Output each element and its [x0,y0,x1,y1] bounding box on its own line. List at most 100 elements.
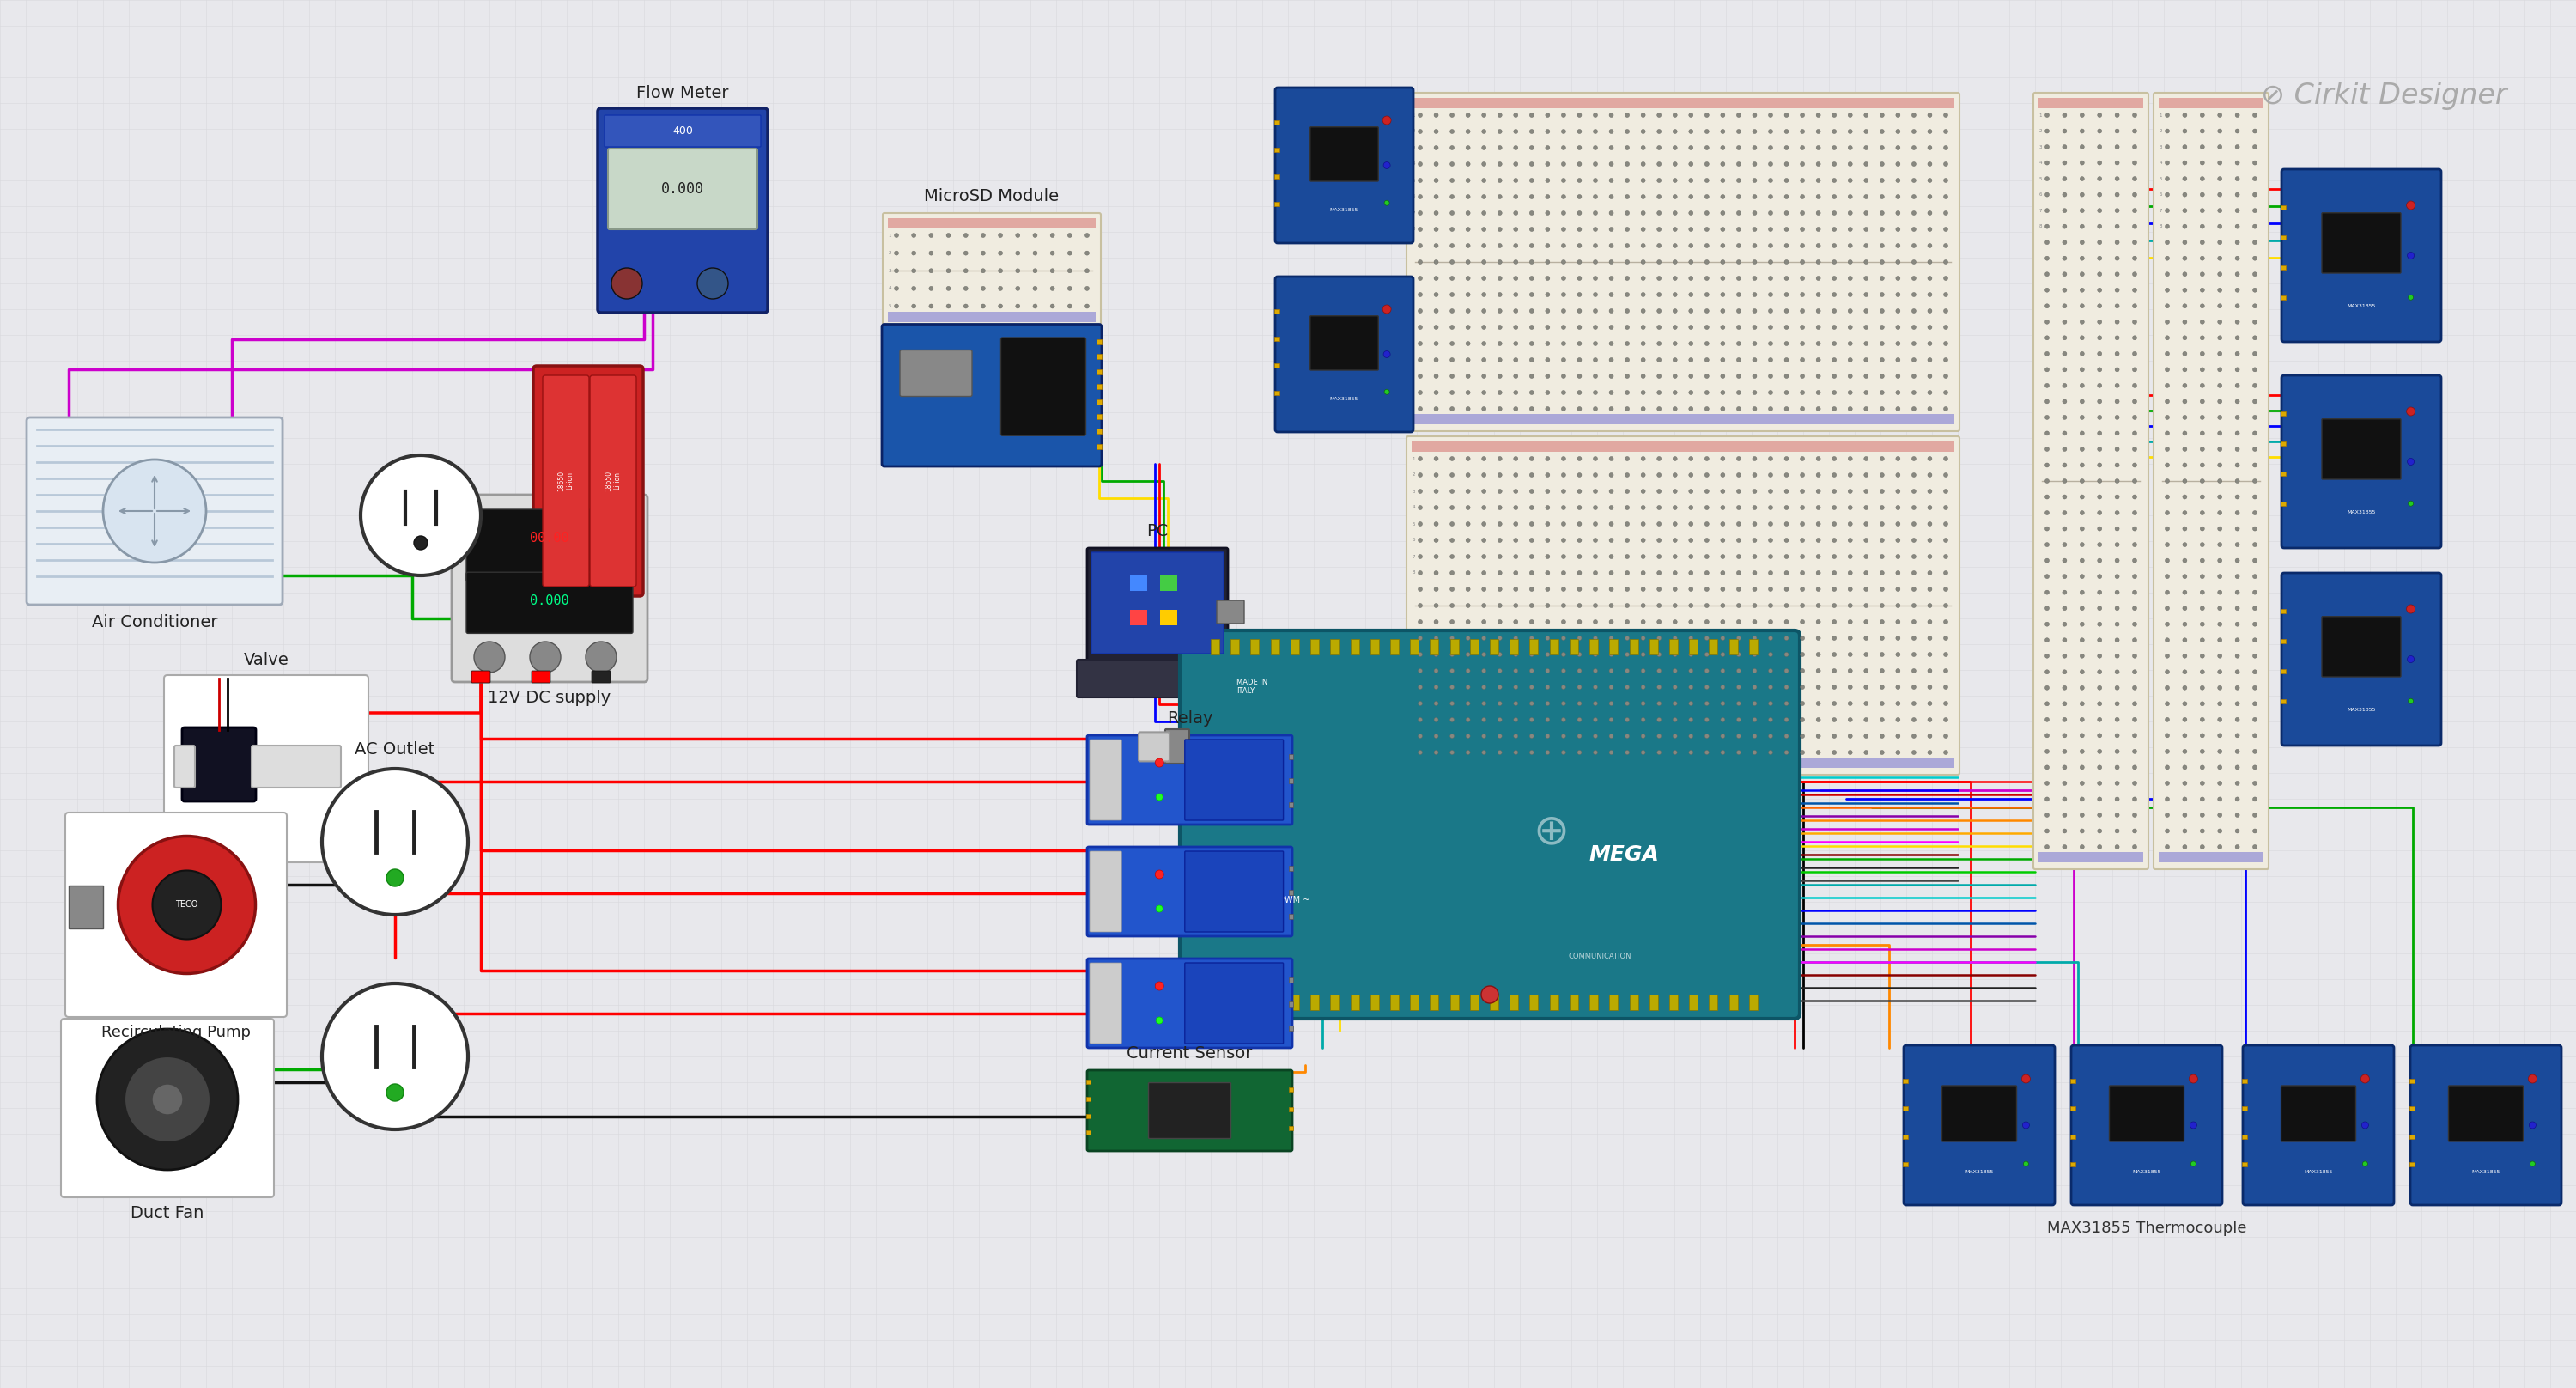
Circle shape [1705,373,1708,379]
Bar [2280,205,2285,210]
Circle shape [1785,701,1788,705]
Circle shape [1752,228,1757,232]
Circle shape [1592,457,1597,461]
Circle shape [2097,257,2102,261]
Circle shape [2182,575,2187,579]
Circle shape [1530,162,1533,167]
Circle shape [1435,669,1437,673]
Circle shape [1801,619,1806,625]
Circle shape [1625,325,1631,329]
Circle shape [2115,750,2120,754]
Bar [1669,995,1677,1010]
Circle shape [1690,129,1692,133]
Circle shape [1801,358,1806,362]
Circle shape [1865,604,1868,608]
Circle shape [2200,558,2205,562]
Circle shape [2097,272,2102,276]
Circle shape [1610,587,1613,591]
Circle shape [1625,734,1631,738]
Circle shape [1546,686,1551,690]
Circle shape [2063,733,2066,737]
FancyBboxPatch shape [1092,552,1224,654]
Circle shape [1577,505,1582,509]
Circle shape [1561,751,1566,755]
Circle shape [1530,587,1533,591]
Text: 3: 3 [2038,144,2043,149]
Circle shape [2133,622,2138,626]
Circle shape [1481,129,1486,133]
Bar [1087,1080,1090,1084]
Circle shape [2063,464,2066,468]
Circle shape [1592,473,1597,477]
Circle shape [1896,570,1901,575]
Circle shape [1656,260,1662,264]
Circle shape [1417,194,1422,198]
Circle shape [1865,457,1868,461]
Circle shape [1816,129,1821,133]
Circle shape [2251,240,2257,244]
FancyBboxPatch shape [598,108,768,312]
Circle shape [1592,686,1597,690]
FancyBboxPatch shape [62,1019,273,1198]
Circle shape [1641,194,1646,198]
Circle shape [1417,686,1422,690]
Circle shape [2182,240,2187,244]
Circle shape [1561,194,1566,198]
Circle shape [1625,228,1631,232]
Text: 5: 5 [1412,178,1414,182]
Bar [1288,1126,1293,1130]
Circle shape [1816,522,1821,526]
Circle shape [1530,243,1533,248]
Circle shape [1927,734,1932,738]
Circle shape [2097,607,2102,611]
Circle shape [1625,407,1631,411]
Circle shape [1705,587,1708,591]
Text: Duct Fan: Duct Fan [131,1205,204,1221]
Circle shape [1927,260,1932,264]
Circle shape [1592,718,1597,722]
Circle shape [1577,701,1582,705]
Circle shape [1656,522,1662,526]
Circle shape [1865,505,1868,509]
Circle shape [1816,619,1821,625]
Circle shape [1832,473,1837,477]
Circle shape [1927,293,1932,297]
Circle shape [1927,162,1932,167]
Circle shape [1942,539,1947,543]
Circle shape [1721,129,1726,133]
Circle shape [1561,473,1566,477]
Circle shape [1690,358,1692,362]
Circle shape [1577,652,1582,657]
Circle shape [2218,813,2223,818]
Text: ⊘ Cirkit Designer: ⊘ Cirkit Designer [2262,82,2506,110]
Circle shape [1625,505,1631,509]
Circle shape [1672,407,1677,411]
Circle shape [1672,636,1677,640]
Circle shape [2045,193,2050,197]
Circle shape [1801,554,1806,559]
Circle shape [1767,194,1772,198]
Circle shape [1641,457,1646,461]
Circle shape [2045,383,2050,387]
Circle shape [2097,144,2102,149]
Circle shape [2079,479,2084,483]
Circle shape [1705,570,1708,575]
Circle shape [2115,479,2120,483]
Circle shape [1466,718,1471,722]
Circle shape [1752,457,1757,461]
Circle shape [1610,570,1613,575]
Circle shape [2133,225,2138,229]
Circle shape [1435,211,1437,215]
Circle shape [1656,636,1662,640]
Circle shape [1752,718,1757,722]
Circle shape [1466,701,1471,705]
Circle shape [1816,276,1821,280]
Circle shape [1880,260,1883,264]
Circle shape [2200,208,2205,212]
Circle shape [1015,233,1020,237]
Circle shape [1927,619,1932,625]
Circle shape [1435,554,1437,559]
Circle shape [1435,146,1437,150]
Circle shape [1466,390,1471,394]
Circle shape [1767,276,1772,280]
